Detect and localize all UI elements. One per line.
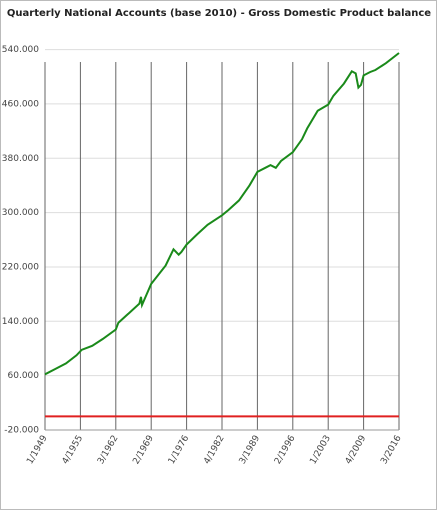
y-tick-label: 140.000 — [2, 317, 39, 327]
y-tick-label: 300.000 — [2, 208, 39, 218]
y-tick-label: -20.000 — [4, 426, 39, 436]
line-series — [44, 52, 400, 376]
y-tick-label: 220.000 — [2, 262, 39, 272]
y-tick-label: 60.000 — [8, 371, 40, 381]
y-tick-label: 460.000 — [2, 99, 39, 109]
y-tick-label: 540.000 — [2, 45, 39, 55]
y-tick-label: 380.000 — [2, 154, 39, 164]
chart-title: Quarterly National Accounts (base 2010) … — [7, 8, 431, 19]
